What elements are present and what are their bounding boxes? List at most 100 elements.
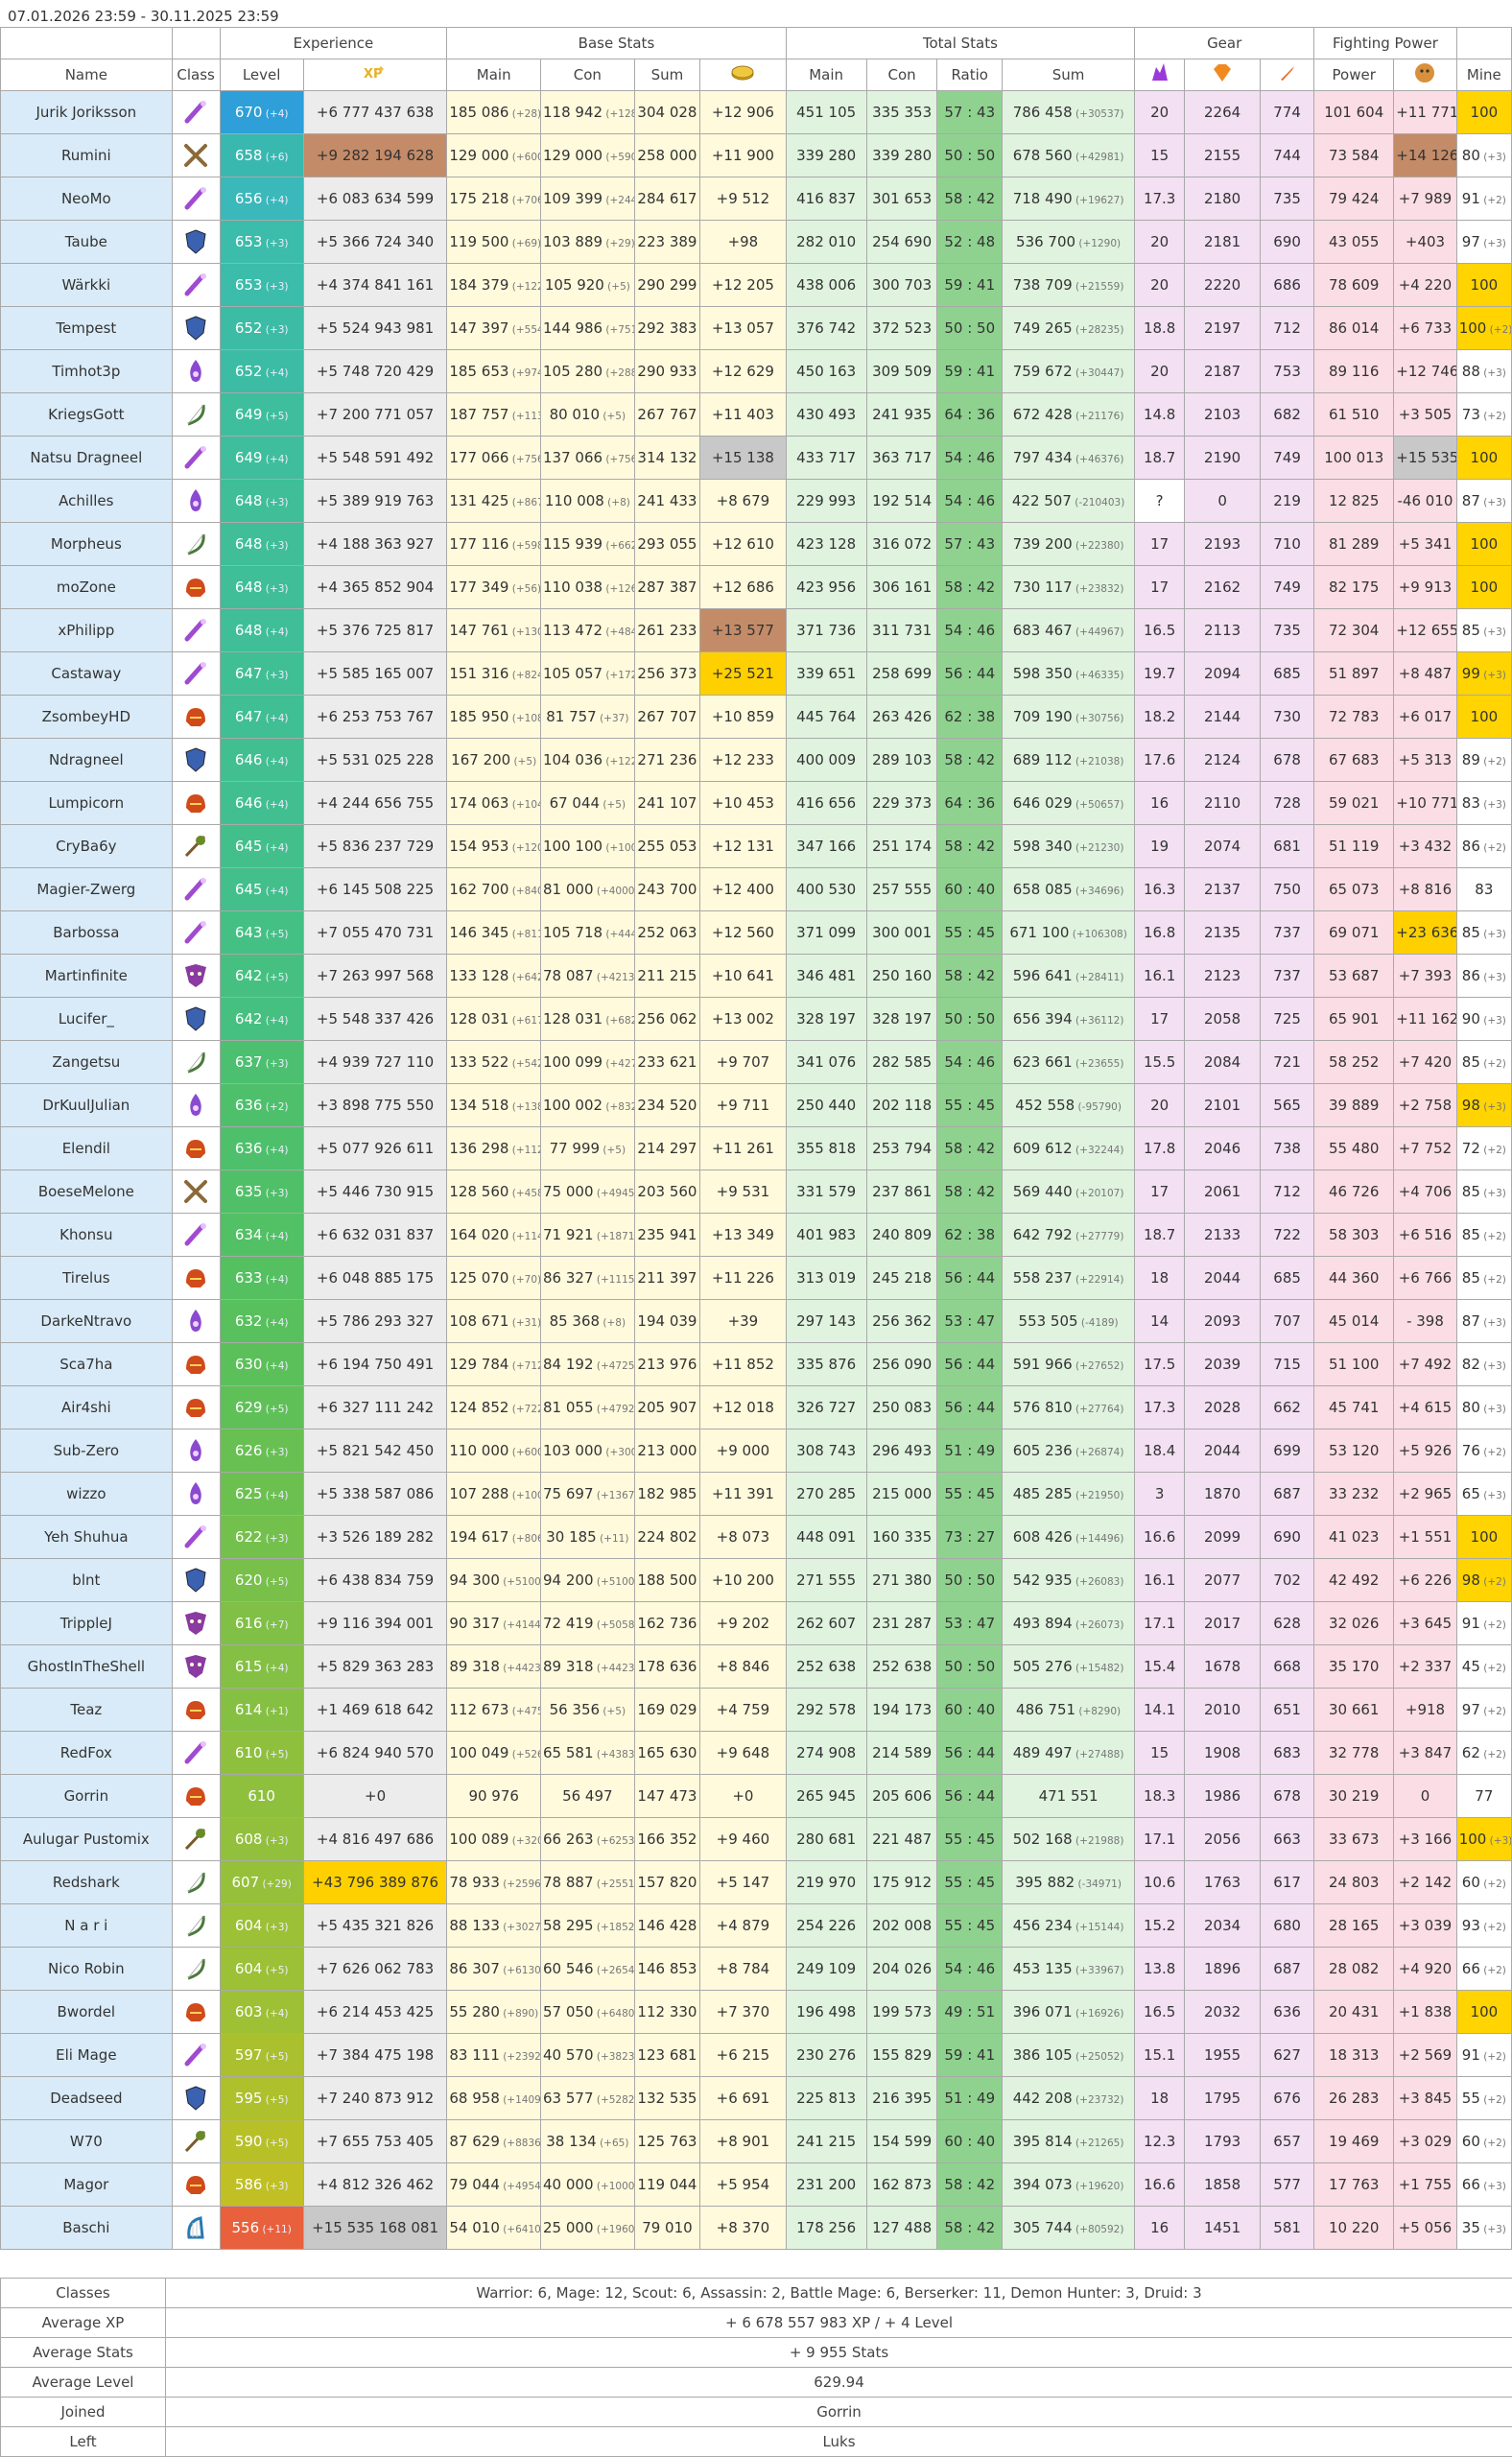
member-name[interactable]: Gorrin — [1, 1775, 173, 1818]
member-name[interactable]: Khonsu — [1, 1214, 173, 1257]
member-name[interactable]: Zangetsu — [1, 1041, 173, 1084]
member-name[interactable]: Tempest — [1, 307, 173, 350]
member-name[interactable]: CryBa6y — [1, 825, 173, 868]
member-name[interactable]: Tirelus — [1, 1257, 173, 1300]
col-total-sum[interactable]: Sum — [1002, 59, 1134, 91]
col-power[interactable]: Power — [1314, 59, 1394, 91]
member-name[interactable]: Castaway — [1, 652, 173, 696]
member-name[interactable]: Magor — [1, 2163, 173, 2207]
member-name[interactable]: DrKuulJulian — [1, 1084, 173, 1127]
col-mine[interactable]: Mine — [1456, 59, 1511, 91]
member-name[interactable]: Air4shi — [1, 1386, 173, 1429]
member-name[interactable]: Nico Robin — [1, 1948, 173, 1991]
member-name[interactable]: Eli Mage — [1, 2034, 173, 2077]
member-name[interactable]: Deadseed — [1, 2077, 173, 2120]
member-name[interactable]: Yeh Shuhua — [1, 1516, 173, 1559]
col-base-sum[interactable]: Sum — [634, 59, 700, 91]
col-base-con[interactable]: Con — [541, 59, 635, 91]
col-class[interactable]: Class — [172, 59, 220, 91]
col-power-change[interactable] — [1394, 59, 1456, 91]
member-name[interactable]: Lumpicorn — [1, 782, 173, 825]
col-total-main[interactable]: Main — [786, 59, 866, 91]
member-name[interactable]: Teaz — [1, 1689, 173, 1732]
member-name[interactable]: Lucifer_ — [1, 998, 173, 1041]
member-name[interactable]: ZsombeyHD — [1, 696, 173, 739]
member-name[interactable]: Magier-Zwerg — [1, 868, 173, 911]
member-name[interactable]: RedFox — [1, 1732, 173, 1775]
col-xp[interactable]: XP — [303, 59, 447, 91]
member-name[interactable]: Timhot3p — [1, 350, 173, 393]
member-name[interactable]: W70 — [1, 2120, 173, 2163]
col-name[interactable]: Name — [1, 59, 173, 91]
member-name[interactable]: Aulugar Pustomix — [1, 1818, 173, 1861]
member-name[interactable]: Sub-Zero — [1, 1429, 173, 1473]
col-base-gold[interactable] — [700, 59, 786, 91]
member-name[interactable]: Rumini — [1, 134, 173, 177]
col-total-ratio[interactable]: Ratio — [937, 59, 1003, 91]
member-name[interactable]: Bwordel — [1, 1991, 173, 2034]
member-name[interactable]: Morpheus — [1, 523, 173, 566]
member-name[interactable]: Achilles — [1, 480, 173, 523]
member-name[interactable]: Martinfinite — [1, 955, 173, 998]
member-name[interactable]: Barbossa — [1, 911, 173, 955]
member-name[interactable]: KriegsGott — [1, 393, 173, 437]
col-gear-1[interactable] — [1135, 59, 1185, 91]
member-name[interactable]: Elendil — [1, 1127, 173, 1170]
member-name[interactable]: Taube — [1, 221, 173, 264]
col-gear-2[interactable] — [1185, 59, 1261, 91]
member-name[interactable]: xPhilipp — [1, 609, 173, 652]
member-name[interactable]: GhostInTheShell — [1, 1645, 173, 1689]
col-level[interactable]: Level — [220, 59, 303, 91]
member-name[interactable]: Sca7ha — [1, 1343, 173, 1386]
member-name[interactable]: wizzo — [1, 1473, 173, 1516]
member-name[interactable]: Jurik Joriksson — [1, 91, 173, 134]
col-total-con[interactable]: Con — [866, 59, 937, 91]
member-name[interactable]: Redshark — [1, 1861, 173, 1904]
member-name[interactable]: blnt — [1, 1559, 173, 1602]
col-base-main[interactable]: Main — [447, 59, 541, 91]
member-name[interactable]: BoeseMelone — [1, 1170, 173, 1214]
